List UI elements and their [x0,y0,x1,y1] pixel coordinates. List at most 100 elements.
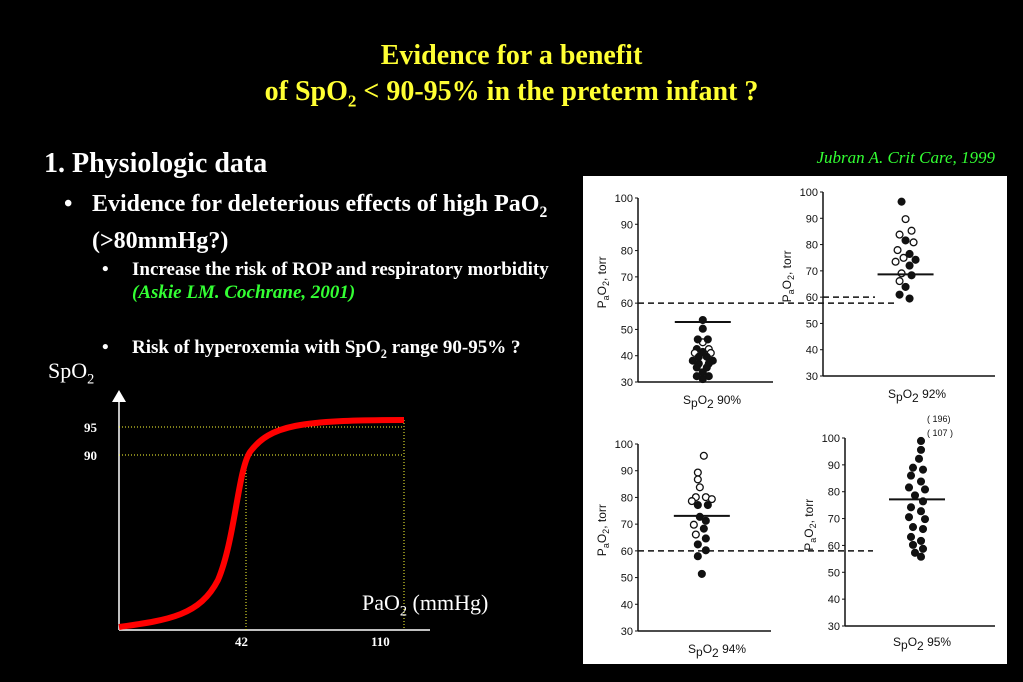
panel-b-data-point [901,282,910,291]
y-tick-90: 90 [84,448,97,463]
panel-a-tick-label: 40 [621,351,633,363]
panel-a-data-point [703,335,712,344]
sub-bullet-rop: • Increase the risk of ROP and respirato… [102,259,549,303]
panel-c-tick-label: 70 [621,519,633,531]
panel-b-data-point [905,294,914,303]
curve-x-label: PaO2 (mmHg) [362,590,489,620]
panel-d-data-point [906,471,916,480]
panel-d-tick-label: 60 [828,540,840,552]
panel-c-data-point [693,468,702,477]
panel-c-data-point [707,495,716,504]
panel-a-data-point [698,375,707,384]
panel-b-data-point [905,249,914,259]
bullet-deleterious-effects: • Evidence for deleterious effects of hi… [64,191,548,254]
panel-c-data-point [687,497,696,506]
panel-c-data-point [689,520,698,529]
panel-d-data-point [918,465,928,474]
panel-a-tick-label: 30 [621,377,633,389]
panel-b-tick-label: 40 [806,345,818,357]
panel-c-tick-label: 60 [621,546,633,558]
x-tick-42: 42 [235,634,248,649]
jubran-scatter-panels: 100 90 80 70 60 50 40 30 PaO2, torr SpO2 90% 100 90… [595,187,995,660]
panel-d-tick-label: 40 [828,594,840,606]
panel-b-data-point [891,257,900,266]
bullet-dot: • [64,191,73,217]
panel-d-data-point [916,436,926,446]
panel-c-data-point [697,569,706,578]
panel-a-tick-label: 90 [621,219,633,231]
y-tick-95: 95 [84,420,97,435]
panel-d-data-point [908,540,918,549]
panel-c-x-label: SpO2 94% [688,642,746,660]
panel-c-data-point [693,540,702,549]
panel-d-data-point [916,477,926,486]
x-tick-110: 110 [371,634,390,649]
panel-d-x-label: SpO2 95% [893,635,951,653]
panel-c-data-point [703,500,712,510]
panel-d-data-point [916,507,926,516]
panel-d-tick-label: 50 [828,567,840,579]
panel-b-tick-label: 80 [806,240,818,252]
panel-d-data-point [910,491,920,500]
saturation-curve [118,417,405,630]
panel-d-data-point [918,524,928,534]
panel-d-tick-label: 30 [828,621,840,633]
panel-c-tick-label: 100 [615,439,633,451]
panel-d-tick-label: 100 [822,433,840,445]
panel-d-y-label: PaO2, torr [802,499,818,551]
panel-b-data-point [901,215,910,224]
panel-b-tick-label: 50 [806,318,818,330]
panel-b-data-point [905,261,914,270]
panel-d-data-point [916,445,926,454]
panel-d-tick-label: 80 [828,487,840,499]
panel-d-data-point [906,532,916,541]
panel-c-data-point [691,530,700,539]
panel-b-data-point [895,290,904,299]
panel-d-data-point [910,548,920,557]
panel-a-tick-label: 70 [621,272,633,284]
panel-a-tick-label: 60 [621,298,633,310]
panel-a-x-label: SpO2 90% [683,393,741,411]
panel-c-tick-label: 40 [621,599,633,611]
panel-b-y-label: PaO2, torr [780,250,796,302]
curve-y-label: SpO2 [48,358,95,388]
jubran-figure: 100 90 80 70 60 50 40 30 PaO2, torr SpO2 90% 100 90… [583,176,1007,664]
panel-a-data-point [692,363,701,372]
panel-b-data-point [907,226,916,235]
panel-b-tick-label: 90 [806,213,818,225]
panel-c-data-point [699,524,708,533]
panel-d-data-point [906,503,916,512]
panel-c-data-point [693,552,702,561]
panel-a-tick-label: 80 [621,246,633,258]
panel-b-tick-label: 30 [806,371,818,383]
panel-c-data-point [695,483,704,492]
panel-b-data-point [899,253,908,262]
panel-b-data-point [893,246,902,255]
panel-d-data-point [908,463,918,472]
panel-b-data-point [901,236,910,245]
panel-b-data-point [895,277,904,286]
bullet-dot: • [102,259,109,280]
outline-heading: 1. Physiologic data [44,148,268,179]
panel-c-y-label: PaO2, torr [595,504,611,556]
panel-a-tick-label: 100 [615,193,633,205]
panel-a-tick-label: 50 [621,324,633,336]
slide-title: Evidence for a benefit of SpO2 < 90-95% … [0,38,1023,120]
panel-c-tick-label: 30 [621,626,633,638]
panel-b-tick-label: 100 [800,187,818,199]
panel-d-data-point [904,483,914,492]
bullet-dot: • [102,337,109,358]
panel-d-data-point [908,523,918,532]
panel-c-data-point [701,546,710,555]
panel-d-data-point [916,536,926,545]
title-line-2: of SpO2 < 90-95% in the preterm infant ? [264,76,759,111]
title-line-1: Evidence for a benefit [380,40,643,71]
panel-c-data-point [699,451,708,460]
panel-c-data-point [693,500,702,510]
panel-c-data-point [693,475,702,484]
panel-b-data-point [909,238,918,247]
panel-b-x-label: SpO2 92% [888,387,946,405]
panel-d-data-point [916,552,926,561]
panel-d-data-point [904,513,914,522]
